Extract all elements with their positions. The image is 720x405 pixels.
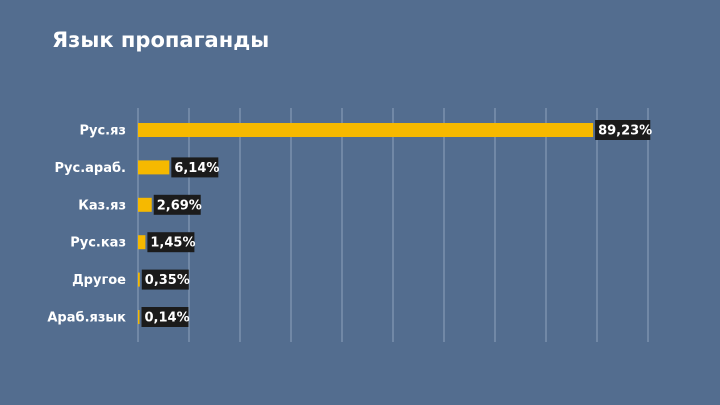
data-label-background bbox=[171, 157, 219, 178]
data-label-background bbox=[141, 269, 189, 290]
data-label-background bbox=[141, 307, 189, 327]
data-label-background bbox=[153, 194, 201, 215]
data-label: 2,69% bbox=[157, 198, 202, 213]
data-label-background bbox=[595, 120, 651, 140]
data-label: 89,23% bbox=[598, 124, 652, 139]
bar bbox=[138, 197, 152, 212]
bar bbox=[138, 235, 146, 250]
bar bbox=[138, 310, 140, 324]
data-label: 6,14% bbox=[174, 161, 219, 176]
category-label: Рус.каз bbox=[70, 236, 126, 251]
data-label: 1,45% bbox=[150, 236, 195, 251]
category-label: Каз.яз bbox=[78, 198, 126, 213]
grid-lines bbox=[137, 108, 649, 342]
bars: Рус.яз 89,23% Рус.араб. 6,14% Каз.яз 2,69% Рус… bbox=[47, 120, 652, 327]
data-label: 0,14% bbox=[145, 311, 190, 326]
data-label-background bbox=[147, 232, 195, 253]
category-label: Рус.яз bbox=[79, 124, 126, 139]
bar bbox=[138, 160, 170, 175]
chart-title: Язык пропаганды bbox=[52, 28, 270, 52]
bar bbox=[138, 123, 594, 137]
category-label: Араб.язык bbox=[47, 311, 126, 326]
category-label: Другое bbox=[72, 273, 126, 288]
data-label: 0,35% bbox=[145, 273, 190, 288]
category-label: Рус.араб. bbox=[54, 161, 126, 176]
bar bbox=[138, 272, 140, 287]
